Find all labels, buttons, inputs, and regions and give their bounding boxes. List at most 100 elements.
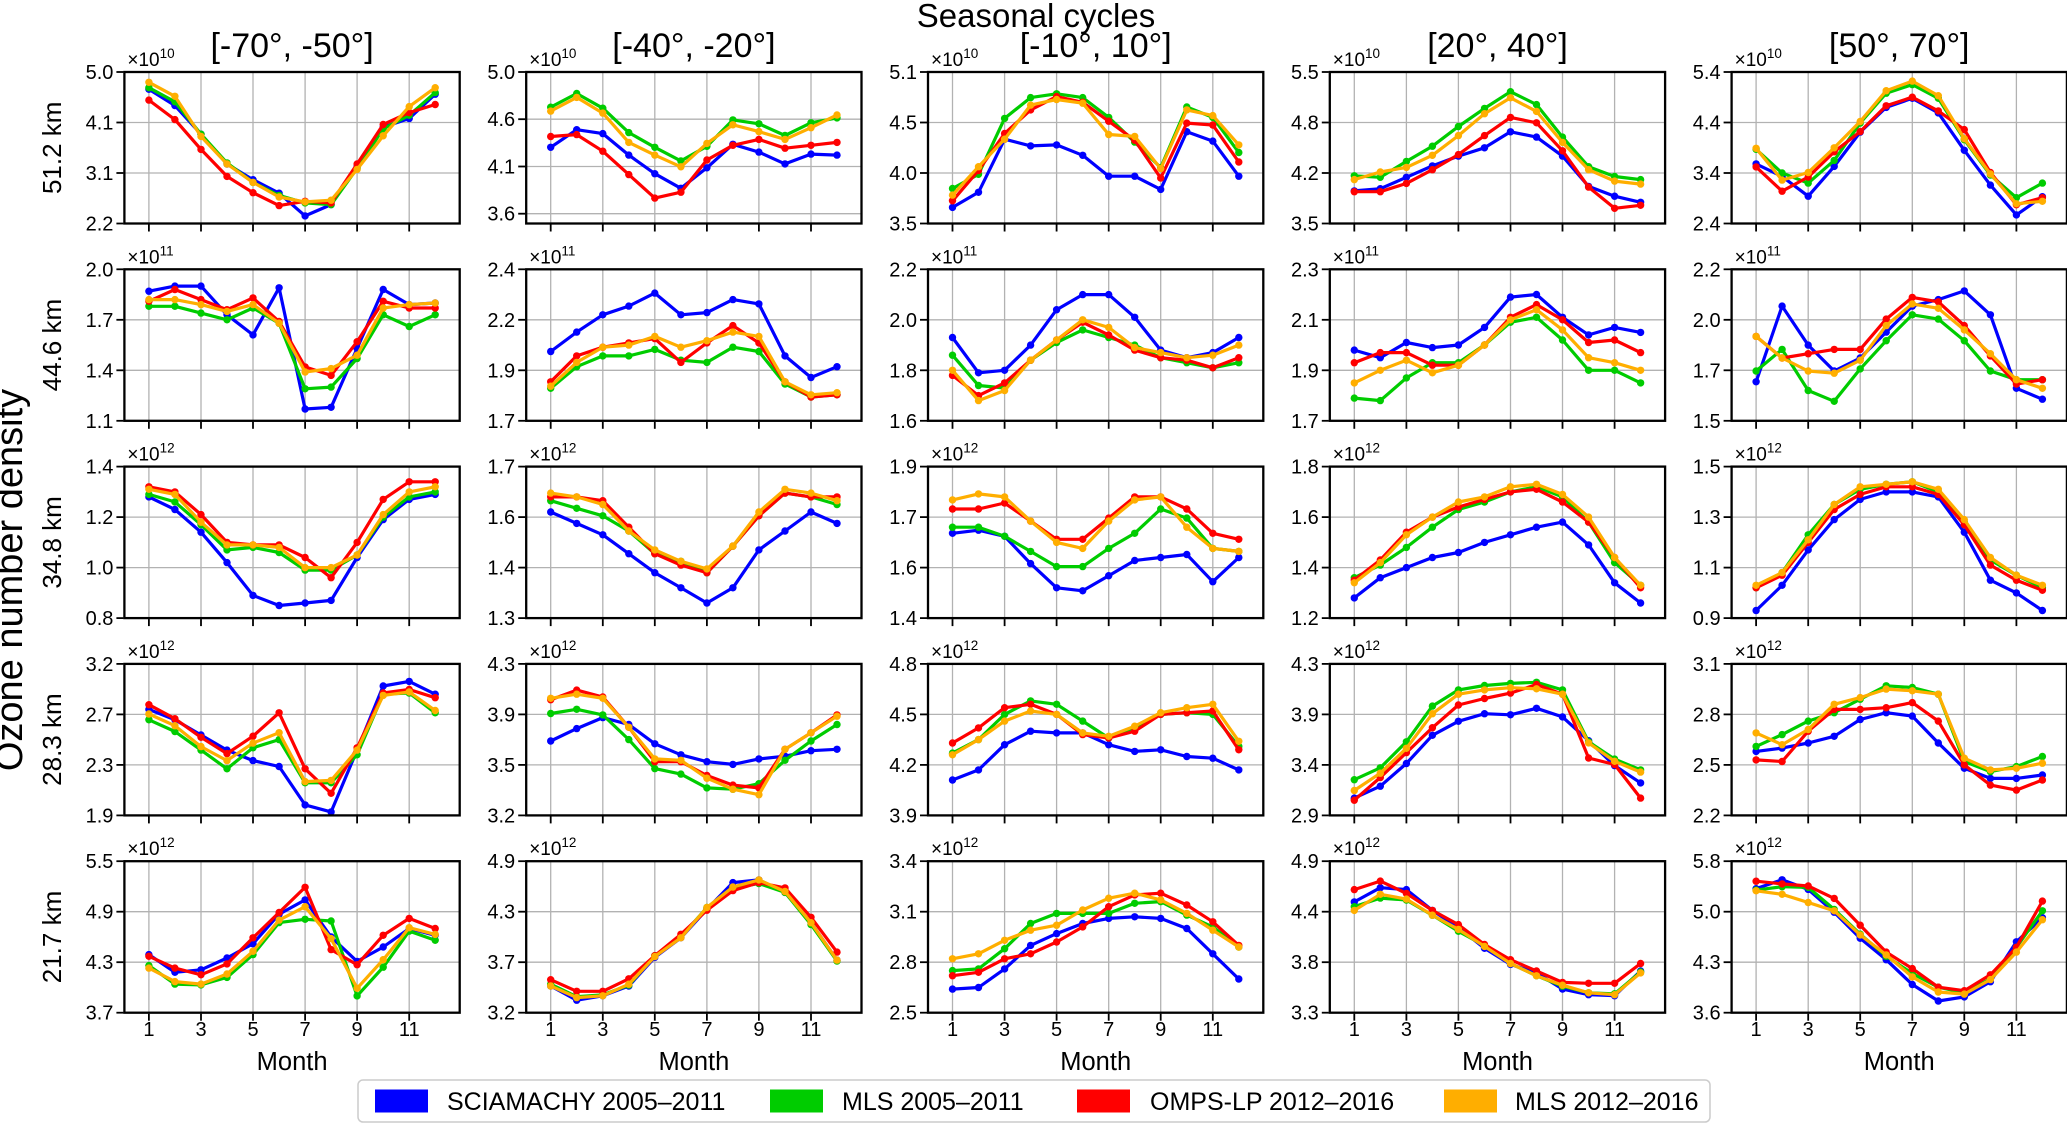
svg-text:2.0: 2.0: [86, 259, 114, 281]
svg-text:11: 11: [1604, 1019, 1625, 1041]
svg-text:1.8: 1.8: [889, 360, 917, 382]
svg-text:3.4: 3.4: [889, 851, 917, 873]
svg-text:1: 1: [1349, 1019, 1360, 1041]
svg-text:3.9: 3.9: [487, 704, 515, 726]
svg-text:1: 1: [1751, 1019, 1762, 1041]
svg-text:[-10°, 10°]: [-10°, 10°]: [1020, 27, 1172, 65]
svg-text:2.4: 2.4: [487, 259, 515, 281]
svg-text:7: 7: [300, 1019, 311, 1041]
svg-text:2.8: 2.8: [1693, 704, 1721, 726]
svg-text:4.2: 4.2: [1291, 163, 1319, 185]
svg-text:4.8: 4.8: [889, 654, 917, 676]
svg-text:2.8: 2.8: [889, 952, 917, 974]
svg-text:3.4: 3.4: [1291, 755, 1319, 777]
svg-text:1.4: 1.4: [86, 457, 114, 479]
svg-text:3: 3: [597, 1019, 608, 1041]
svg-text:5: 5: [1051, 1019, 1062, 1041]
svg-text:11: 11: [2006, 1019, 2027, 1041]
svg-text:3.5: 3.5: [487, 755, 515, 777]
svg-text:4.4: 4.4: [1693, 113, 1721, 135]
svg-text:1.6: 1.6: [889, 411, 917, 433]
svg-text:3: 3: [999, 1019, 1010, 1041]
svg-text:×1012: ×1012: [1333, 638, 1380, 663]
svg-text:4.9: 4.9: [1291, 851, 1319, 873]
svg-text:×1012: ×1012: [1735, 835, 1782, 860]
svg-text:1.1: 1.1: [86, 411, 114, 433]
svg-text:4.5: 4.5: [889, 113, 917, 135]
svg-text:1.5: 1.5: [1693, 457, 1721, 479]
svg-text:1.7: 1.7: [1291, 411, 1319, 433]
svg-text:1.2: 1.2: [86, 507, 114, 529]
svg-text:9: 9: [1155, 1019, 1166, 1041]
svg-text:4.8: 4.8: [1291, 113, 1319, 135]
svg-text:4.9: 4.9: [86, 902, 114, 924]
svg-text:2.2: 2.2: [889, 259, 917, 281]
svg-text:3.1: 3.1: [86, 163, 114, 185]
svg-text:5.0: 5.0: [86, 62, 114, 84]
svg-text:4.1: 4.1: [86, 113, 114, 135]
svg-text:9: 9: [1959, 1019, 1970, 1041]
svg-text:2.3: 2.3: [1291, 259, 1319, 281]
svg-text:4.2: 4.2: [889, 755, 917, 777]
svg-text:3.3: 3.3: [1291, 1003, 1319, 1025]
svg-text:Month: Month: [658, 1048, 729, 1076]
svg-text:3.7: 3.7: [487, 952, 515, 974]
svg-text:5.5: 5.5: [1291, 62, 1319, 84]
svg-text:Month: Month: [1864, 1048, 1935, 1076]
svg-text:5.4: 5.4: [1693, 62, 1721, 84]
svg-text:3.9: 3.9: [1291, 704, 1319, 726]
svg-text:9: 9: [1557, 1019, 1568, 1041]
svg-text:2.9: 2.9: [1291, 805, 1319, 827]
svg-text:3.6: 3.6: [1693, 1003, 1721, 1025]
svg-text:1.0: 1.0: [86, 558, 114, 580]
svg-text:5.5: 5.5: [86, 851, 114, 873]
svg-text:2.4: 2.4: [1693, 214, 1721, 236]
svg-text:1.6: 1.6: [487, 507, 515, 529]
svg-text:21.7 km: 21.7 km: [37, 891, 67, 984]
svg-text:4.4: 4.4: [1291, 902, 1319, 924]
svg-text:1.9: 1.9: [86, 805, 114, 827]
svg-text:1.9: 1.9: [487, 360, 515, 382]
svg-text:Month: Month: [1060, 1048, 1131, 1076]
svg-text:SCIAMACHY 2005–2011: SCIAMACHY 2005–2011: [447, 1088, 725, 1116]
svg-text:1.4: 1.4: [487, 558, 515, 580]
svg-text:1.6: 1.6: [889, 558, 917, 580]
svg-text:5: 5: [247, 1019, 258, 1041]
svg-text:3.8: 3.8: [1291, 952, 1319, 974]
svg-text:3.5: 3.5: [1291, 214, 1319, 236]
svg-text:0.8: 0.8: [86, 608, 114, 630]
svg-text:9: 9: [352, 1019, 363, 1041]
svg-text:2.0: 2.0: [889, 310, 917, 332]
svg-text:5: 5: [1453, 1019, 1464, 1041]
svg-text:×1010: ×1010: [1735, 46, 1782, 71]
svg-text:1.4: 1.4: [86, 360, 114, 382]
svg-text:11: 11: [1202, 1019, 1223, 1041]
svg-text:4.3: 4.3: [86, 952, 114, 974]
svg-text:4.3: 4.3: [487, 902, 515, 924]
svg-text:1.7: 1.7: [1693, 360, 1721, 382]
svg-text:Month: Month: [1462, 1048, 1533, 1076]
svg-text:×1012: ×1012: [931, 441, 978, 466]
svg-text:3.6: 3.6: [487, 204, 515, 226]
svg-text:34.8 km: 34.8 km: [37, 496, 67, 589]
svg-text:1: 1: [143, 1019, 154, 1041]
svg-text:[50°, 70°]: [50°, 70°]: [1829, 27, 1970, 65]
svg-text:44.6 km: 44.6 km: [37, 299, 67, 392]
svg-text:×1012: ×1012: [529, 638, 576, 663]
svg-text:×1012: ×1012: [1735, 638, 1782, 663]
svg-text:2.2: 2.2: [86, 214, 114, 236]
svg-text:28.3 km: 28.3 km: [37, 693, 67, 786]
svg-text:7: 7: [1907, 1019, 1918, 1041]
svg-text:3.4: 3.4: [1693, 163, 1721, 185]
svg-text:9: 9: [753, 1019, 764, 1041]
svg-text:Ozone number density: Ozone number density: [0, 389, 31, 771]
svg-text:0.9: 0.9: [1693, 608, 1721, 630]
svg-text:5.0: 5.0: [1693, 902, 1721, 924]
svg-text:3.1: 3.1: [889, 902, 917, 924]
svg-text:4.6: 4.6: [487, 109, 515, 131]
svg-text:3.2: 3.2: [487, 805, 515, 827]
svg-text:7: 7: [701, 1019, 712, 1041]
svg-text:4.3: 4.3: [1693, 952, 1721, 974]
svg-text:1.3: 1.3: [1693, 507, 1721, 529]
svg-text:3: 3: [195, 1019, 206, 1041]
